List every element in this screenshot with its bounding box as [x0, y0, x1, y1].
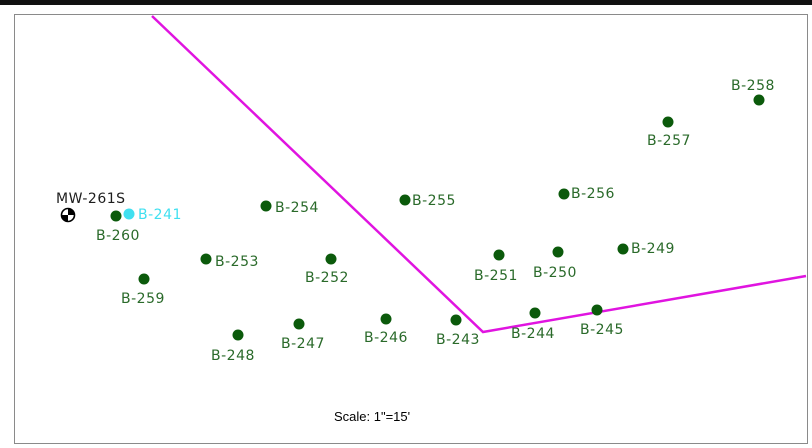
- boring-label: B-247: [281, 336, 325, 352]
- boring-marker: [110, 210, 122, 222]
- boring-marker: [591, 304, 603, 316]
- boring-marker: [399, 194, 411, 206]
- boring-marker: [200, 253, 212, 265]
- boring-b-243[interactable]: B-243: [436, 314, 480, 349]
- boring-label: B-255: [412, 193, 456, 209]
- boring-b-244[interactable]: B-244: [511, 307, 555, 343]
- monitoring-well-icon: [60, 207, 76, 223]
- boundary-line: [151, 15, 807, 334]
- boring-marker: [493, 249, 505, 261]
- monitoring-well-label: MW-261S: [56, 191, 126, 207]
- boring-label: B-251: [474, 268, 518, 284]
- boring-marker: [753, 94, 765, 106]
- boring-marker: [529, 307, 541, 319]
- boring-b-255[interactable]: B-255: [399, 193, 456, 209]
- boring-marker: [552, 246, 564, 258]
- boring-label: B-259: [121, 291, 165, 307]
- boring-label: B-254: [275, 200, 319, 216]
- boring-b-251[interactable]: B-251: [474, 249, 518, 285]
- boring-marker: [325, 253, 337, 265]
- boring-label: B-260: [96, 228, 140, 244]
- boring-marker: [293, 318, 305, 330]
- boring-b-246[interactable]: B-246: [364, 313, 408, 347]
- boring-marker: [558, 188, 570, 200]
- boring-label: B-245: [580, 322, 624, 338]
- boring-marker: [662, 116, 674, 128]
- boring-marker: [123, 208, 135, 220]
- boring-label: B-244: [511, 326, 555, 342]
- boring-label: B-257: [647, 133, 691, 149]
- boring-label: B-243: [436, 332, 480, 348]
- boring-label: B-248: [211, 348, 255, 364]
- boring-marker: [617, 243, 629, 255]
- boring-b-241[interactable]: B-241: [123, 207, 182, 223]
- boring-b-256[interactable]: B-256: [558, 186, 615, 202]
- boring-label: B-249: [631, 241, 675, 257]
- boring-label: B-246: [364, 330, 408, 346]
- boring-marker: [138, 273, 150, 285]
- boring-label: B-250: [533, 265, 577, 281]
- map-frame: [14, 14, 808, 444]
- boring-b-245[interactable]: B-245: [580, 304, 624, 339]
- boring-b-252[interactable]: B-252: [305, 253, 349, 287]
- boring-label: B-253: [215, 254, 259, 270]
- boring-b-254[interactable]: B-254: [260, 200, 319, 216]
- boring-label: B-241: [138, 207, 182, 223]
- boring-b-250[interactable]: B-250: [533, 246, 577, 282]
- boring-marker: [450, 314, 462, 326]
- boring-label: B-258: [731, 78, 775, 94]
- map-scale-label: Scale: 1"=15': [334, 409, 410, 424]
- boring-b-260[interactable]: B-260: [96, 210, 140, 245]
- boring-b-258[interactable]: B-258: [731, 78, 775, 106]
- top-border-rule: [0, 0, 812, 5]
- boring-marker: [232, 329, 244, 341]
- boring-b-259[interactable]: B-259: [121, 273, 165, 308]
- monitoring-well-mw-261s[interactable]: MW-261S: [56, 191, 126, 223]
- boring-b-248[interactable]: B-248: [211, 329, 255, 365]
- boring-label: B-256: [571, 186, 615, 202]
- boring-label: B-252: [305, 270, 349, 286]
- boring-marker: [380, 313, 392, 325]
- boring-b-253[interactable]: B-253: [200, 253, 259, 271]
- boring-marker: [260, 200, 272, 212]
- boring-b-257[interactable]: B-257: [647, 116, 691, 150]
- boring-b-249[interactable]: B-249: [617, 241, 675, 257]
- boring-b-247[interactable]: B-247: [281, 318, 325, 353]
